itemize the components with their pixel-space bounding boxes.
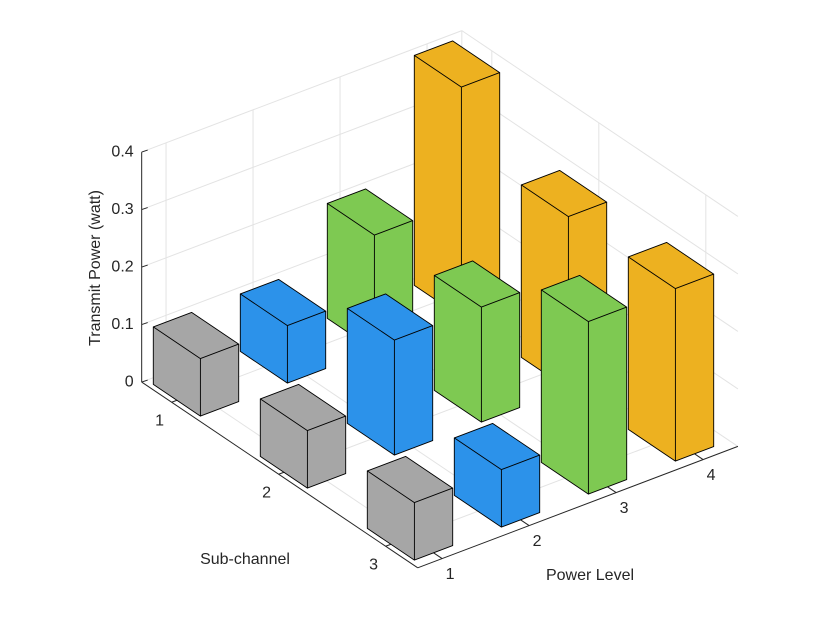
bar: [433, 260, 521, 423]
x-tick-label: 1: [155, 412, 164, 429]
grid-line: [141, 87, 463, 211]
x-tick-label: 2: [262, 484, 271, 501]
z-tick-label: 0.3: [111, 201, 133, 218]
x-axis: [141, 381, 419, 569]
bar: [627, 241, 715, 462]
bars: [152, 40, 715, 561]
bar: [346, 293, 434, 456]
z-tick: [141, 264, 148, 268]
z-tick-label: 0.4: [111, 143, 133, 160]
bar: [366, 455, 454, 561]
z-tick-label: 0.1: [111, 316, 133, 333]
z-tick-label: 0: [125, 373, 134, 390]
y-tick: [694, 453, 704, 461]
y-tick: [607, 486, 617, 494]
z-axis-title: Transmit Power (watt): [87, 190, 104, 346]
grid-line: [461, 30, 739, 217]
z-tick-label: 0.2: [111, 258, 133, 275]
grid-line: [141, 145, 463, 268]
y-axis: [417, 445, 739, 569]
grid-line: [141, 30, 463, 153]
y-tick: [520, 519, 530, 527]
grid-line: [461, 87, 739, 275]
bar: [152, 311, 240, 417]
y-tick-label: 1: [446, 566, 455, 583]
x-axis-title: Sub-channel: [200, 551, 290, 568]
bar: [239, 278, 327, 384]
y-tick-label: 4: [707, 467, 716, 484]
z-tick: [141, 149, 148, 153]
z-tick: [141, 379, 148, 383]
z-tick: [141, 322, 148, 326]
y-tick-label: 2: [533, 533, 542, 550]
bar: [453, 422, 541, 528]
y-tick: [433, 552, 443, 560]
x-tick-label: 3: [369, 556, 378, 573]
y-tick-label: 3: [620, 500, 629, 517]
z-tick: [141, 207, 148, 211]
bar: [540, 274, 628, 495]
y-axis-title: Power Level: [546, 567, 634, 584]
labels: 0 0.1 0.2 0.3 0.4 1 2 3 1 2 3 4: [111, 143, 715, 583]
bar: [259, 383, 347, 489]
